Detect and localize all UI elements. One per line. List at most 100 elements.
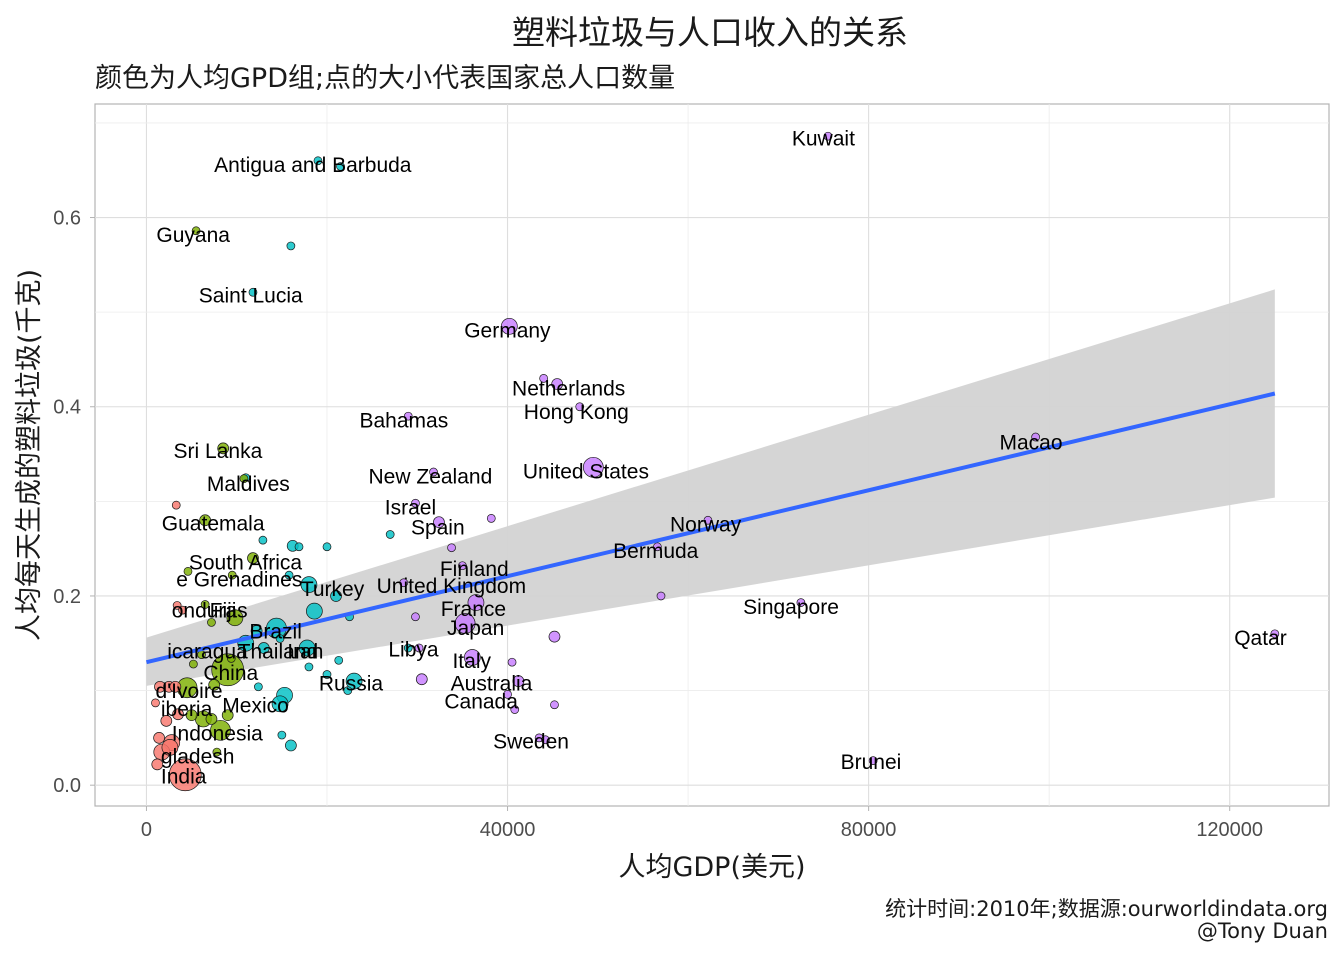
point-label: Bermuda bbox=[613, 540, 699, 563]
confidence-band-area bbox=[146, 289, 1275, 686]
data-point-australia bbox=[512, 675, 525, 687]
data-point bbox=[258, 535, 268, 545]
data-point-e-grenadines bbox=[200, 600, 210, 609]
data-point bbox=[411, 612, 420, 622]
data-point bbox=[447, 543, 456, 553]
data-point-spain bbox=[433, 516, 445, 529]
data-point-brunei bbox=[868, 756, 878, 765]
data-point-netherlands bbox=[551, 378, 564, 390]
point-label: onduras bbox=[172, 600, 248, 623]
point-label: d'Ivoire bbox=[155, 680, 222, 703]
point-label: Kuwait bbox=[792, 128, 855, 151]
point-label: United States bbox=[523, 461, 649, 484]
chart-title: 塑料垃圾与人口收入的关系 bbox=[512, 13, 908, 52]
x-tick-label: 40000 bbox=[480, 819, 536, 841]
data-point bbox=[208, 679, 221, 691]
y-axis-title: 人均每天生成的塑料垃圾(千克) bbox=[14, 269, 45, 641]
data-point bbox=[221, 709, 234, 722]
point-label: South Africa bbox=[189, 551, 303, 574]
point-label: Brunei bbox=[841, 751, 902, 774]
data-point-canada bbox=[510, 705, 520, 714]
point-label: Singapore bbox=[743, 596, 839, 619]
point-label: Finland bbox=[440, 558, 509, 581]
data-point bbox=[286, 241, 296, 251]
data-point-germany bbox=[500, 317, 518, 335]
data-point bbox=[539, 374, 548, 383]
data-point bbox=[656, 591, 666, 601]
data-point bbox=[161, 738, 179, 756]
data-point bbox=[467, 594, 485, 611]
point-label: iberia bbox=[161, 698, 213, 721]
point-label: Spain bbox=[411, 516, 465, 539]
data-point bbox=[211, 653, 245, 687]
point-label: Germany bbox=[464, 320, 551, 343]
point-label: Indonesia bbox=[172, 723, 263, 746]
point-label: Japan bbox=[447, 617, 504, 640]
data-point bbox=[169, 680, 182, 693]
point-label: Macao bbox=[1000, 431, 1063, 454]
point-label: China bbox=[203, 662, 258, 685]
point-labels: Kuwait Antigua and Barbuda Guyana Saint Luc… bbox=[155, 128, 1286, 789]
point-label: Maldives bbox=[207, 473, 290, 496]
y-tick-label: 0.4 bbox=[53, 397, 81, 419]
point-label: e Grenadines bbox=[176, 569, 302, 592]
data-point bbox=[160, 715, 173, 727]
data-point-united-kingdom bbox=[399, 578, 409, 588]
data-point-turkey bbox=[300, 576, 318, 593]
data-point bbox=[151, 698, 160, 708]
data-point bbox=[503, 690, 512, 699]
data-point bbox=[343, 686, 353, 695]
data-point bbox=[294, 542, 304, 552]
data-point bbox=[322, 542, 332, 552]
data-point-saint-lucia bbox=[248, 287, 258, 297]
point-label: Guatemala bbox=[162, 513, 265, 536]
data-point bbox=[226, 654, 236, 663]
point-label: Antigua and Barbuda bbox=[214, 154, 412, 177]
data-point-japan bbox=[414, 643, 424, 653]
data-point bbox=[284, 570, 294, 580]
data-point bbox=[171, 500, 181, 510]
point-label: Fiji bbox=[210, 600, 237, 623]
data-point-antigua-and-barbuda bbox=[313, 156, 323, 166]
data-point bbox=[550, 700, 559, 710]
data-point bbox=[172, 601, 182, 610]
data-point bbox=[298, 639, 316, 657]
data-point bbox=[254, 682, 263, 692]
data-point bbox=[153, 732, 165, 744]
data-point-norway bbox=[703, 515, 713, 525]
point-label: Bahamas bbox=[359, 410, 448, 433]
data-point-bermuda bbox=[653, 542, 662, 552]
data-point bbox=[227, 570, 237, 580]
point-label: United Kingdom bbox=[377, 575, 526, 598]
data-point-new-zealand bbox=[429, 467, 438, 477]
y-axis-ticks: 0.0 0.2 0.4 0.6 bbox=[53, 208, 95, 797]
point-label: India bbox=[161, 765, 207, 788]
x-axis-title: 人均GDP(美元) bbox=[618, 852, 805, 880]
data-point bbox=[183, 567, 193, 576]
data-point bbox=[285, 739, 297, 752]
point-label: New Zealand bbox=[369, 465, 493, 488]
data-point bbox=[548, 630, 561, 643]
point-label: Saint Lucia bbox=[199, 285, 303, 308]
data-point bbox=[257, 642, 270, 654]
data-point bbox=[239, 474, 249, 484]
data-point-iran bbox=[275, 634, 285, 643]
caption-source: 统计时间:2010年;数据源:ourworldindata.org bbox=[885, 897, 1328, 921]
data-point-italy bbox=[463, 649, 481, 666]
point-label: Israel bbox=[385, 497, 436, 520]
point-label: Sri Lanka bbox=[174, 440, 263, 463]
data-point bbox=[277, 730, 287, 740]
point-label: Russia bbox=[319, 673, 384, 696]
data-point bbox=[415, 673, 428, 686]
data-point-sri-lanka bbox=[217, 442, 230, 455]
caption-author: @Tony Duan bbox=[1196, 919, 1328, 943]
data-point-india bbox=[168, 758, 202, 792]
point-label: Qatar bbox=[1234, 627, 1287, 650]
data-point-onduras bbox=[207, 618, 216, 627]
gridlines bbox=[95, 104, 1329, 806]
data-point-bahamas bbox=[403, 411, 413, 421]
trend-line bbox=[145, 391, 1276, 665]
x-tick-label: 0 bbox=[141, 819, 152, 841]
data-point bbox=[178, 605, 187, 615]
data-point bbox=[271, 695, 289, 713]
